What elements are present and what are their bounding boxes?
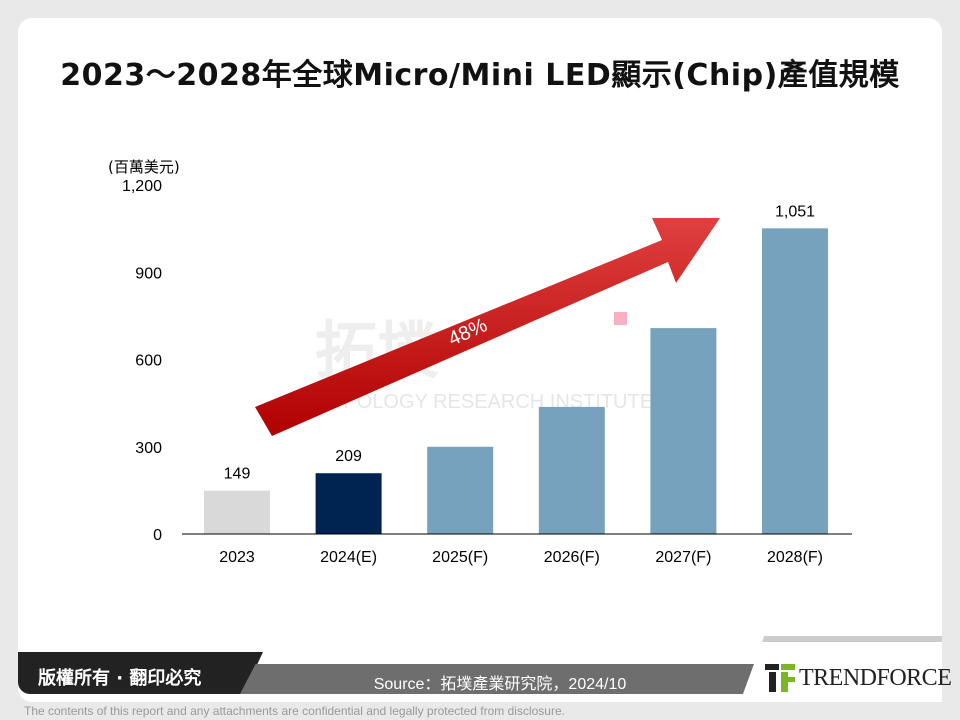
trendforce-logo: TRENDFORCE xyxy=(765,664,952,692)
data-label: 1,051 xyxy=(775,203,815,220)
bar-2026(F) xyxy=(538,406,605,534)
bar-2027(F) xyxy=(650,328,717,534)
copyright-text: 版權所有 · 翻印必究 xyxy=(38,668,202,689)
x-tick-label: 2024(E) xyxy=(320,549,377,566)
footer-gray-band xyxy=(240,664,760,694)
y-tick-label: 1,200 xyxy=(122,178,162,195)
logo-text: TRENDFORCE xyxy=(799,664,952,691)
trendforce-logo-icon xyxy=(765,664,795,692)
bar-2023 xyxy=(204,490,270,534)
y-tick-label: 600 xyxy=(135,353,162,370)
x-tick-label: 2026(F) xyxy=(544,549,600,566)
chart-title: 2023～2028年全球Micro/Mini LED顯示(Chip)產值規模 xyxy=(60,58,900,93)
y-tick-label: 0 xyxy=(153,527,162,544)
data-label: 149 xyxy=(224,466,251,483)
data-label: 209 xyxy=(335,448,362,465)
x-tick-label: 2025(F) xyxy=(432,549,488,566)
bar-2025(F) xyxy=(427,446,494,534)
x-tick-label: 2027(F) xyxy=(655,549,711,566)
bar-2028(F) xyxy=(762,228,828,534)
arrow-shape xyxy=(255,218,720,436)
unit-label: (百萬美元) xyxy=(108,158,180,176)
bar-2024(E) xyxy=(315,473,382,534)
y-tick-label: 300 xyxy=(135,440,162,457)
footer-dark-band xyxy=(18,652,263,694)
disclaimer: The contents of this report and any atta… xyxy=(24,704,565,718)
x-tick-label: 2023 xyxy=(219,549,255,566)
watermark-dot xyxy=(614,312,627,325)
y-tick-label: 900 xyxy=(135,265,162,282)
x-tick-label: 2028(F) xyxy=(767,549,823,566)
source-text: Source：拓墣產業研究院，2024/10 xyxy=(373,676,627,693)
